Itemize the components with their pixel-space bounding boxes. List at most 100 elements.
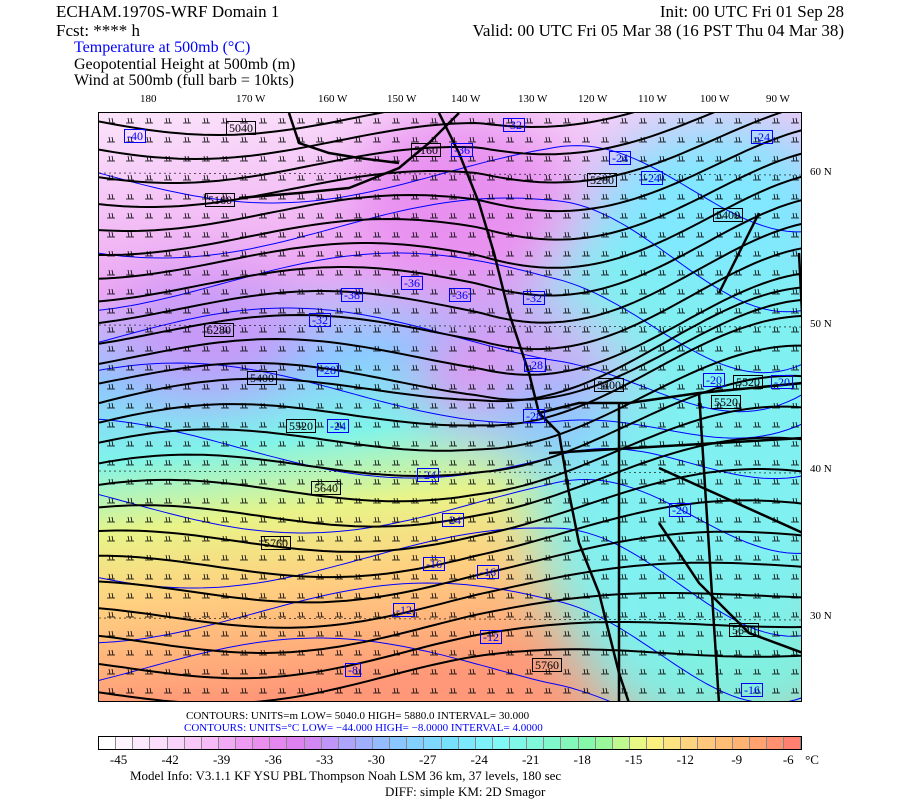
wind-barb <box>734 117 742 124</box>
wind-barb <box>316 117 324 124</box>
wind-barb <box>202 212 210 219</box>
wind-barb <box>183 516 191 523</box>
wind-barb <box>506 250 514 257</box>
temperature-contour-label: -28 <box>317 363 339 377</box>
wind-barb <box>506 687 514 694</box>
wind-barb <box>278 497 286 504</box>
colorbar-swatch <box>287 737 305 749</box>
wind-barb <box>639 421 647 428</box>
wind-barb <box>449 364 457 371</box>
temperature-contour-label: -24 <box>751 130 773 144</box>
wind-barb <box>335 402 343 409</box>
temperature-contour-label: -28 <box>524 358 546 372</box>
wind-barb <box>696 630 704 637</box>
wind-barb <box>468 231 476 238</box>
latitude-label: 60 N <box>810 166 832 178</box>
longitude-label: 130 W <box>518 93 548 105</box>
colorbar-swatch <box>218 737 236 749</box>
wind-barb <box>316 649 324 656</box>
wind-barb <box>126 687 134 694</box>
height-contour <box>99 223 801 324</box>
wind-barb <box>544 611 552 618</box>
wind-barb <box>677 136 685 143</box>
wind-barb <box>468 459 476 466</box>
height-contour <box>99 499 801 579</box>
wind-barb <box>677 383 685 390</box>
wind-barb <box>259 592 267 599</box>
wind-barb <box>677 288 685 295</box>
wind-barb <box>620 611 628 618</box>
wind-barb <box>582 212 590 219</box>
wind-barb <box>354 535 362 542</box>
wind-barb <box>316 326 324 333</box>
wind-barb <box>506 364 514 371</box>
wind-barb <box>601 193 609 200</box>
wind-barb <box>487 269 495 276</box>
wind-barb <box>430 250 438 257</box>
wind-barb <box>316 535 324 542</box>
wind-barb <box>563 136 571 143</box>
wind-barb <box>658 497 666 504</box>
wind-barb <box>430 573 438 580</box>
wind-barb <box>544 592 552 599</box>
wind-barb <box>753 478 761 485</box>
wind-barb <box>677 478 685 485</box>
wind-barb <box>601 630 609 637</box>
wind-barb <box>658 554 666 561</box>
wind-barb <box>639 250 647 257</box>
wind-barb <box>183 288 191 295</box>
longitude-label: 170 W <box>236 93 266 105</box>
wind-barb <box>658 516 666 523</box>
wind-barb <box>639 497 647 504</box>
wind-barb <box>164 231 172 238</box>
wind-barb <box>316 136 324 143</box>
wind-barb <box>601 668 609 675</box>
wind-barb <box>107 440 115 447</box>
height-contour <box>99 621 801 680</box>
wind-barb <box>278 421 286 428</box>
wind-barb <box>449 630 457 637</box>
wind-barb <box>544 307 552 314</box>
colorbar-swatch <box>595 737 613 749</box>
wind-barb <box>354 250 362 257</box>
wind-barb <box>544 459 552 466</box>
wind-barb <box>658 231 666 238</box>
wind-barb <box>506 478 514 485</box>
wind-barb <box>145 592 153 599</box>
wind-barb <box>221 269 229 276</box>
wind-barb <box>563 554 571 561</box>
wind-barb <box>449 611 457 618</box>
wind-barb <box>221 288 229 295</box>
wind-barb <box>715 611 723 618</box>
wind-barb <box>373 136 381 143</box>
wind-barb <box>145 326 153 333</box>
wind-barb <box>392 288 400 295</box>
colorbar-tick-label: -33 <box>315 752 334 767</box>
wind-barb <box>563 155 571 162</box>
wind-barb <box>411 516 419 523</box>
wind-barb <box>525 573 533 580</box>
wind-barb <box>183 497 191 504</box>
wind-barb <box>354 269 362 276</box>
wind-barb <box>183 231 191 238</box>
wind-barb <box>525 117 533 124</box>
longitude-label: 150 W <box>387 93 417 105</box>
wind-barb <box>734 231 742 238</box>
wind-barb <box>316 611 324 618</box>
diffusion-info: DIFF: simple KM: 2D Smagor <box>385 784 546 799</box>
wind-barb <box>753 250 761 257</box>
height-contour-label: 5640 <box>311 481 341 495</box>
wind-barb <box>449 478 457 485</box>
wind-barb <box>601 136 609 143</box>
wind-barb <box>202 250 210 257</box>
wind-barb <box>582 630 590 637</box>
wind-barb <box>734 478 742 485</box>
colorbar-swatch <box>99 737 117 749</box>
wind-barb <box>525 611 533 618</box>
wind-barb <box>468 516 476 523</box>
wind-barb <box>202 345 210 352</box>
wind-barb <box>677 630 685 637</box>
wind-barb <box>145 231 153 238</box>
wind-barb <box>582 155 590 162</box>
wind-barb <box>791 231 799 238</box>
